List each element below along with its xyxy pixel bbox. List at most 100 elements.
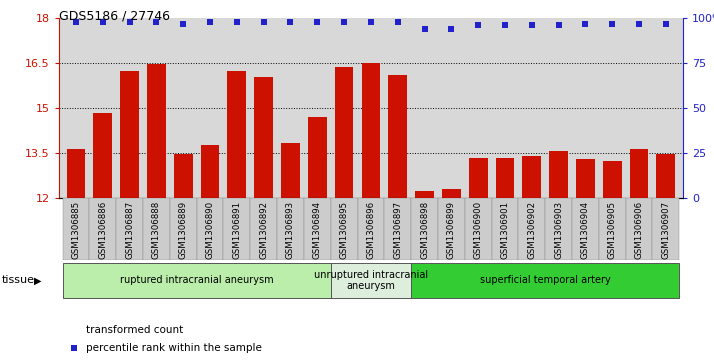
Point [606, 21, 618, 26]
Text: GSM1306891: GSM1306891 [232, 201, 241, 259]
Text: GSM1306896: GSM1306896 [366, 201, 376, 259]
Bar [94, 113, 112, 198]
Bar [625, 198, 653, 260]
Point [446, 26, 457, 32]
Text: GSM1306897: GSM1306897 [393, 201, 402, 259]
Bar [656, 154, 675, 198]
Bar [335, 67, 353, 198]
Point [553, 23, 564, 28]
Bar [549, 151, 568, 198]
Bar [384, 198, 411, 260]
Bar [496, 158, 514, 198]
Bar [469, 158, 488, 198]
Point [392, 19, 403, 25]
Text: GSM1306900: GSM1306900 [473, 201, 483, 259]
Bar [201, 145, 219, 198]
Text: GSM1306887: GSM1306887 [125, 201, 134, 259]
Text: GSM1306901: GSM1306901 [501, 201, 510, 259]
Bar [116, 198, 143, 260]
Point [178, 21, 189, 26]
Bar [170, 198, 196, 260]
Point [127, 282, 139, 288]
Bar [63, 263, 331, 298]
Point [231, 19, 243, 25]
Bar [415, 191, 434, 198]
Bar [358, 198, 384, 260]
Bar [277, 198, 304, 260]
Bar [442, 189, 461, 198]
Bar [523, 156, 541, 198]
Bar [361, 63, 381, 198]
Text: GSM1306902: GSM1306902 [528, 201, 536, 259]
Bar [411, 263, 679, 298]
Bar [196, 198, 223, 260]
Text: GSM1306907: GSM1306907 [661, 201, 670, 259]
Bar [388, 75, 407, 198]
Point [419, 26, 431, 32]
Bar [465, 198, 491, 260]
Bar [63, 198, 89, 260]
Point [151, 19, 162, 25]
Text: GSM1306890: GSM1306890 [206, 201, 214, 259]
Point [526, 23, 538, 28]
Bar [251, 198, 277, 260]
Bar [281, 143, 300, 198]
Text: GSM1306905: GSM1306905 [608, 201, 617, 259]
Text: GSM1306893: GSM1306893 [286, 201, 295, 259]
Bar [545, 198, 572, 260]
Bar [331, 263, 411, 298]
Bar [143, 198, 170, 260]
Bar [491, 198, 518, 260]
Text: GSM1306906: GSM1306906 [635, 201, 643, 259]
Bar [228, 72, 246, 198]
Bar [174, 154, 193, 198]
Bar [254, 77, 273, 198]
Text: GSM1306903: GSM1306903 [554, 201, 563, 259]
Bar [603, 161, 622, 198]
Bar [518, 198, 545, 260]
Point [499, 23, 511, 28]
Bar [630, 149, 648, 198]
Point [580, 21, 591, 26]
Text: ▶: ▶ [34, 276, 42, 285]
Text: GSM1306904: GSM1306904 [581, 201, 590, 259]
Bar [331, 198, 358, 260]
Text: GDS5186 / 27746: GDS5186 / 27746 [59, 9, 169, 22]
Point [285, 19, 296, 25]
Bar [599, 198, 625, 260]
Bar [120, 72, 139, 198]
Bar [572, 198, 599, 260]
Bar [438, 198, 465, 260]
Point [97, 19, 109, 25]
Text: GSM1306888: GSM1306888 [152, 201, 161, 259]
Text: GSM1306899: GSM1306899 [447, 201, 456, 259]
Bar [304, 198, 331, 260]
Text: GSM1306894: GSM1306894 [313, 201, 322, 259]
Point [473, 23, 484, 28]
Text: superficial temporal artery: superficial temporal artery [480, 276, 610, 285]
Bar [653, 198, 679, 260]
Point [338, 19, 350, 25]
Bar [89, 198, 116, 260]
Bar [576, 159, 595, 198]
Point [366, 19, 377, 25]
Point [660, 21, 672, 26]
Text: percentile rank within the sample: percentile rank within the sample [86, 343, 261, 353]
Point [204, 19, 216, 25]
Text: GSM1306895: GSM1306895 [340, 201, 348, 259]
Text: transformed count: transformed count [86, 325, 183, 335]
Bar [66, 149, 86, 198]
Text: GSM1306892: GSM1306892 [259, 201, 268, 259]
Text: ruptured intracranial aneurysm: ruptured intracranial aneurysm [120, 276, 273, 285]
Text: GSM1306898: GSM1306898 [420, 201, 429, 259]
Point [633, 21, 645, 26]
Text: tissue: tissue [1, 276, 34, 285]
Point [124, 19, 136, 25]
Bar [223, 198, 251, 260]
Point [311, 19, 323, 25]
Text: GSM1306889: GSM1306889 [178, 201, 188, 259]
Point [70, 19, 81, 25]
Bar [308, 117, 327, 198]
Bar [147, 64, 166, 198]
Text: GSM1306885: GSM1306885 [71, 201, 81, 259]
